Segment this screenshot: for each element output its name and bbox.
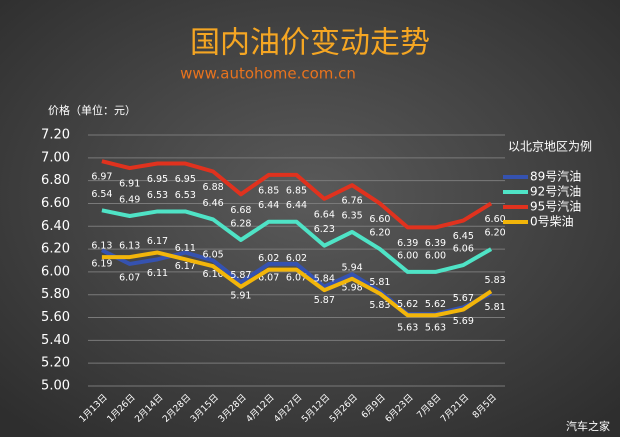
- y-tick-label: 6.20: [41, 242, 70, 257]
- data-label: 6.19: [91, 259, 112, 270]
- chart-subtitle: www.autohome.com.cn: [180, 65, 356, 83]
- data-label: 6.49: [119, 195, 140, 206]
- data-label: 5.98: [342, 283, 363, 294]
- y-tick-label: 5.40: [41, 333, 70, 348]
- data-label: 6.68: [230, 205, 251, 216]
- data-label: 5.62: [397, 299, 418, 310]
- legend-label: 95号汽油: [530, 199, 581, 214]
- data-label: 5.67: [453, 293, 474, 304]
- data-label: 6.53: [147, 190, 168, 201]
- data-label: 5.62: [425, 299, 446, 310]
- data-label: 6.46: [203, 198, 224, 209]
- legend-label: 92号汽油: [530, 184, 581, 199]
- data-label: 6.17: [147, 236, 168, 247]
- data-label: 6.39: [425, 238, 446, 249]
- data-label: 6.44: [286, 200, 307, 211]
- y-tick-label: 5.60: [41, 310, 70, 325]
- legend-label: 0号柴油: [530, 215, 574, 229]
- data-label: 6.05: [203, 250, 224, 261]
- data-label: 6.28: [230, 218, 251, 229]
- data-label: 5.83: [485, 275, 506, 286]
- data-label: 6.11: [147, 268, 168, 279]
- data-label: 5.91: [230, 291, 251, 302]
- data-label: 6.64: [314, 209, 335, 220]
- data-label: 6.07: [286, 272, 307, 283]
- y-tick-label: 6.40: [41, 219, 70, 234]
- data-label: 6.20: [485, 228, 506, 239]
- legend-label: 89号汽油: [530, 169, 581, 184]
- data-label: 5.84: [314, 274, 335, 285]
- watermark: 汽车之家: [566, 419, 610, 433]
- data-label: 6.39: [397, 238, 418, 249]
- legend-title: 以北京地区为例: [508, 140, 592, 154]
- y-axis-label: 价格（单位：元）: [48, 103, 136, 117]
- data-label: 6.60: [369, 214, 390, 225]
- y-tick-label: 7.00: [41, 150, 70, 165]
- data-label: 6.44: [258, 200, 279, 211]
- data-label: 6.91: [119, 179, 140, 190]
- y-tick-label: 6.60: [41, 196, 70, 211]
- y-tick-label: 5.20: [41, 356, 70, 371]
- data-label: 6.07: [258, 272, 279, 283]
- data-label: 6.06: [453, 244, 474, 255]
- series-line: [101, 159, 493, 230]
- data-label: 6.54: [91, 189, 112, 200]
- series-line: [101, 208, 493, 274]
- data-label: 6.23: [314, 224, 335, 235]
- data-label: 5.63: [425, 323, 446, 334]
- data-label: 6.00: [425, 250, 446, 261]
- data-label: 6.17: [175, 261, 196, 272]
- y-tick-label: 7.20: [41, 128, 70, 143]
- data-label: 6.53: [175, 190, 196, 201]
- data-label: 6.07: [119, 272, 140, 283]
- data-label: 6.11: [175, 243, 196, 254]
- data-label: 6.85: [258, 185, 279, 196]
- data-label: 5.94: [342, 262, 363, 273]
- data-label: 6.02: [286, 253, 307, 264]
- data-label: 5.87: [230, 270, 251, 281]
- data-label: 6.95: [175, 174, 196, 185]
- y-tick-label: 6.80: [41, 173, 70, 188]
- data-label: 5.81: [369, 277, 390, 288]
- data-label: 6.35: [342, 210, 363, 221]
- data-label: 6.85: [286, 185, 307, 196]
- data-label: 6.95: [147, 174, 168, 185]
- data-label: 6.13: [119, 241, 140, 252]
- data-label: 6.88: [203, 182, 224, 193]
- y-tick-label: 5.80: [41, 287, 70, 302]
- data-label: 6.00: [397, 250, 418, 261]
- series-line: [101, 250, 493, 318]
- data-label: 6.10: [203, 269, 224, 280]
- data-label: 6.02: [258, 253, 279, 264]
- y-tick-label: 5.00: [41, 379, 70, 394]
- data-label: 5.69: [453, 316, 474, 327]
- data-label: 6.45: [453, 231, 474, 242]
- data-label: 6.97: [91, 172, 112, 183]
- data-label: 6.20: [369, 228, 390, 239]
- chart-title: 国内油价变动走势: [190, 26, 430, 61]
- data-label: 5.63: [397, 323, 418, 334]
- data-label: 5.83: [369, 300, 390, 311]
- data-label: 5.87: [314, 295, 335, 306]
- data-label: 6.60: [485, 214, 506, 225]
- y-tick-label: 6.00: [41, 264, 70, 279]
- data-label: 6.13: [91, 241, 112, 252]
- data-label: 5.81: [485, 302, 506, 313]
- data-label: 6.76: [342, 196, 363, 207]
